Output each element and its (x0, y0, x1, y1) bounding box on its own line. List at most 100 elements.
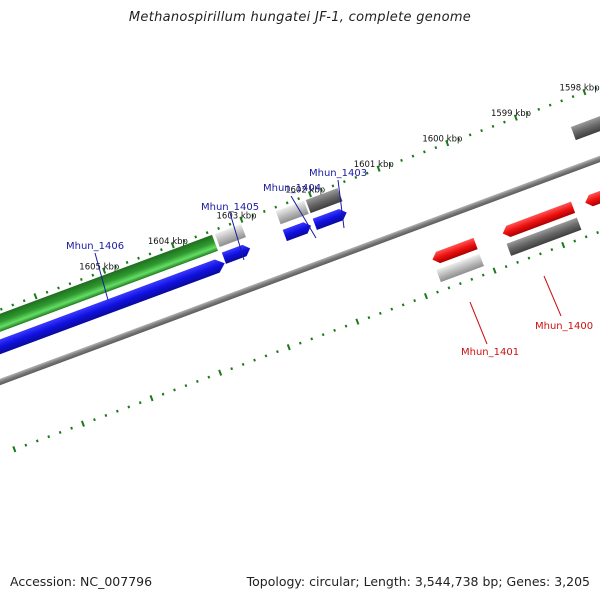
gene-label-mhun-1400: Mhun_1400 (535, 321, 593, 332)
gene-mhun-1406-blue (0, 259, 225, 365)
outer-tick-major (102, 267, 107, 274)
accession-text: Accession: NC_007796 (10, 574, 153, 589)
inner-tick-minor (378, 311, 382, 315)
outer-tick-major (376, 165, 381, 172)
inner-tick-minor (47, 435, 51, 439)
kbp-label: 1598 kbp (560, 84, 600, 94)
outer-tick-minor (205, 231, 209, 235)
outer-tick-minor (537, 107, 541, 111)
inner-tick-minor (253, 358, 256, 362)
inner-tick-minor (516, 260, 519, 264)
gene-mhun-1403-gray (305, 188, 343, 214)
inner-tick-minor (93, 418, 96, 422)
inner-tick-minor (459, 282, 462, 286)
inner-tick-major (355, 318, 360, 325)
inner-tick-minor (470, 277, 474, 281)
inner-tick-minor (161, 392, 165, 396)
gene-mhun-1400-gray (506, 217, 582, 256)
inner-tick-minor (539, 252, 542, 256)
inner-tick-major (561, 241, 566, 249)
leader-mhun-1400 (543, 275, 562, 317)
inner-tick-minor (447, 286, 451, 290)
genome-backbone (0, 142, 600, 392)
inner-tick-minor (481, 273, 485, 277)
outer-tick-minor (320, 188, 323, 192)
gene-label-mhun-1405: Mhun_1405 (201, 202, 259, 213)
outer-tick-major (582, 88, 587, 96)
gene-mhun-1401-gray (436, 253, 484, 283)
outer-tick-minor (182, 239, 186, 243)
outer-tick-minor (571, 95, 575, 99)
gene-label-mhun-1401: Mhun_1401 (461, 347, 519, 358)
gene-mhun-1403-blue (312, 208, 347, 231)
outer-tick-minor (251, 214, 255, 218)
outer-tick-minor (480, 129, 483, 133)
inner-tick-minor (230, 367, 234, 371)
inner-tick-minor (367, 316, 371, 320)
outer-tick-minor (594, 86, 598, 90)
inner-tick-minor (333, 328, 336, 332)
gene-right-gray (570, 106, 600, 141)
outer-tick-major (170, 242, 175, 249)
inner-tick-minor (24, 443, 28, 447)
outer-tick-minor (548, 103, 552, 107)
leader-mhun-1406 (94, 252, 109, 301)
gene-label-mhun-1404: Mhun_1404 (263, 183, 321, 194)
gene-label-mhun-1403: Mhun_1403 (309, 168, 367, 179)
gene-mhun-1405-gray (214, 224, 246, 247)
outer-tick-major (445, 139, 450, 147)
outer-tick-major (513, 114, 518, 121)
outer-tick-minor (285, 201, 289, 205)
outer-tick-minor (22, 299, 26, 303)
inner-tick-minor (584, 235, 588, 239)
outer-tick-minor (148, 252, 152, 256)
outer-tick-minor (217, 226, 220, 230)
gene-mhun-1404-gray (275, 200, 309, 225)
inner-tick-minor (127, 405, 131, 409)
outer-tick-minor (114, 265, 118, 269)
figure-title: Methanospirillum hungatei JF-1, complete… (128, 10, 472, 25)
inner-tick-major (424, 292, 428, 300)
inner-tick-minor (115, 409, 119, 413)
outer-tick-minor (228, 222, 232, 226)
outer-tick-minor (388, 163, 392, 167)
outer-tick-minor (0, 307, 3, 311)
leader-mhun-1405 (229, 212, 245, 261)
outer-tick-minor (491, 124, 495, 128)
inner-tick-minor (138, 401, 142, 405)
inner-tick-minor (550, 248, 554, 252)
inner-tick-minor (196, 379, 199, 383)
outer-tick-minor (525, 112, 529, 116)
inner-tick-minor (310, 337, 314, 341)
inner-tick-major (80, 420, 85, 427)
outer-tick-minor (423, 150, 426, 154)
inner-tick-major (12, 446, 17, 453)
inner-tick-minor (321, 333, 325, 337)
outer-tick-major (307, 191, 312, 198)
kbp-label: 1602 kbp (285, 186, 325, 196)
inner-tick-minor (264, 354, 268, 358)
outer-tick-minor (160, 248, 163, 252)
inner-tick-minor (527, 256, 531, 260)
gene-mhun-1401-red (432, 237, 478, 264)
inner-tick-minor (436, 290, 439, 294)
inner-tick-minor (276, 350, 279, 354)
inner-tick-minor (70, 426, 73, 430)
outer-tick-minor (68, 282, 72, 286)
outer-tick-minor (125, 260, 129, 264)
gene-mhun-1404-blue (282, 222, 312, 242)
outer-tick-minor (411, 154, 415, 158)
inner-tick-minor (58, 430, 62, 434)
inner-tick-minor (573, 239, 577, 243)
inner-tick-row (12, 231, 599, 453)
outer-tick-minor (262, 209, 266, 213)
inner-tick-major (492, 267, 497, 274)
inner-tick-major (286, 343, 291, 351)
gene-right-red (585, 173, 600, 207)
inner-tick-major (149, 395, 154, 402)
leader-mhun-1401 (469, 301, 488, 345)
leader-mhun-1404 (290, 195, 317, 239)
genome-stats-text: Topology: circular; Length: 3,544,738 bp… (246, 574, 590, 589)
gene-mhun-1400-red (502, 201, 576, 237)
